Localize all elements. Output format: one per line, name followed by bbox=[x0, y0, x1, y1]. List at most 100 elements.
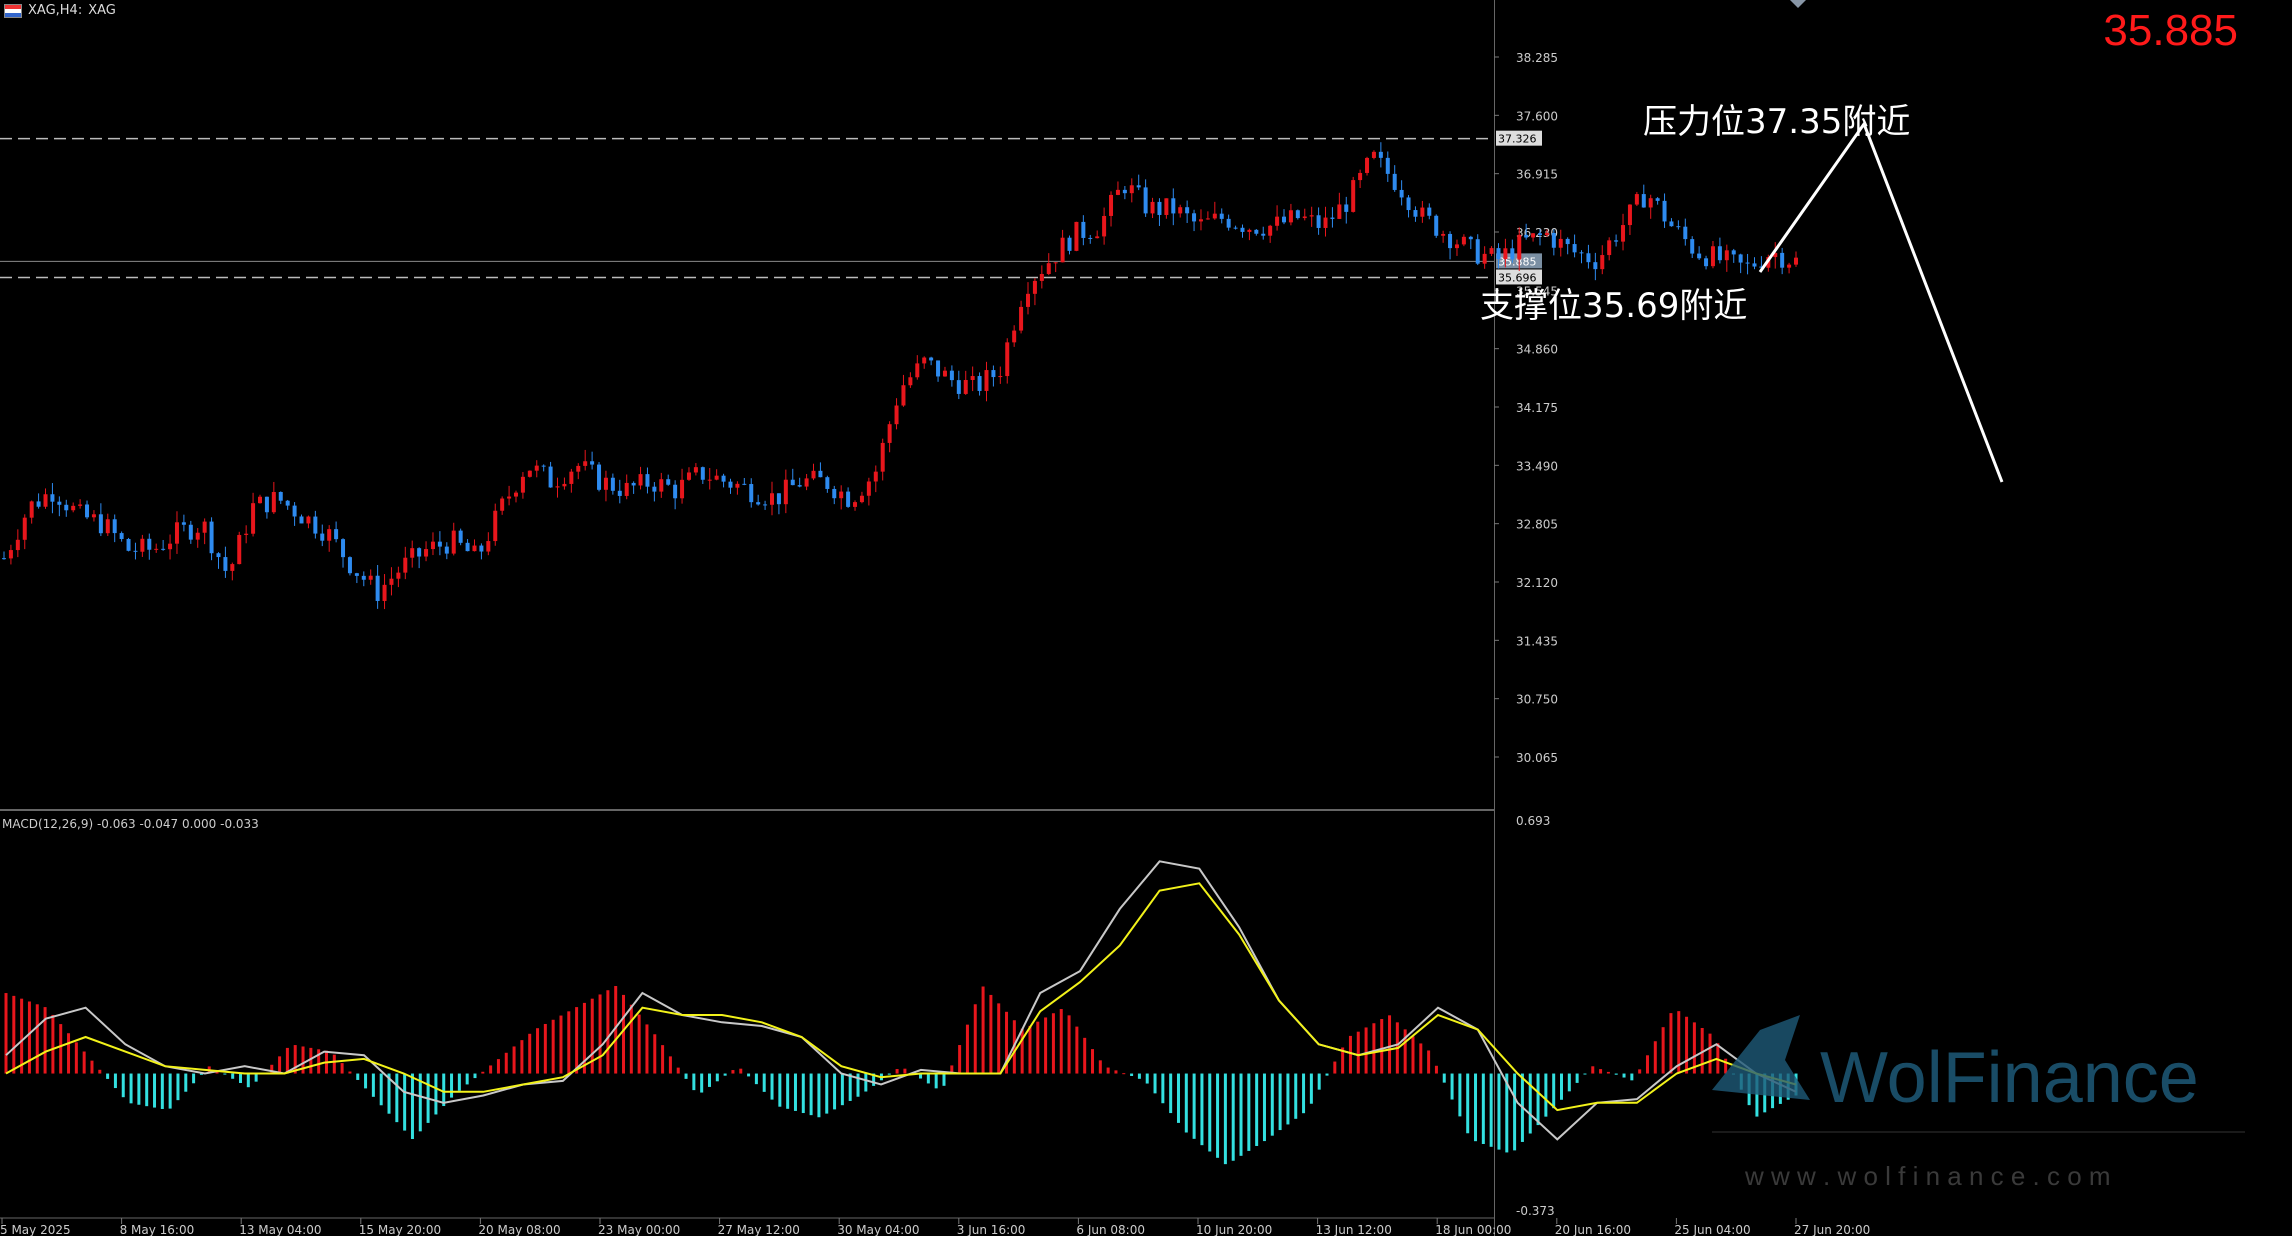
shift-marker-icon[interactable] bbox=[1790, 0, 1806, 8]
candle-body bbox=[29, 501, 34, 518]
macd-hist-bar bbox=[489, 1065, 493, 1074]
candle-body bbox=[749, 484, 754, 503]
candle-body bbox=[1579, 252, 1584, 254]
macd-hist-bar bbox=[1364, 1027, 1368, 1074]
y-tick-label: 32.805 bbox=[1516, 518, 1558, 532]
macd-hist-bar bbox=[27, 1001, 31, 1074]
macd-hist-bar bbox=[293, 1045, 297, 1074]
macd-hist-bar bbox=[278, 1056, 282, 1074]
macd-hist-bar bbox=[668, 1056, 672, 1074]
macd-hist-bar bbox=[1036, 1021, 1040, 1074]
x-tick-label: 25 Jun 04:00 bbox=[1674, 1223, 1750, 1236]
candle-body bbox=[1095, 236, 1100, 239]
macd-hist-bar bbox=[1333, 1061, 1337, 1074]
macd-hist-bar bbox=[1419, 1043, 1423, 1074]
candle-body bbox=[1275, 216, 1280, 226]
candle-body bbox=[327, 529, 332, 541]
y-tick-label: 37.600 bbox=[1516, 109, 1558, 123]
candle-body bbox=[223, 557, 228, 571]
candle-body bbox=[354, 573, 359, 576]
macd-hist-bar bbox=[1638, 1069, 1642, 1074]
candle-body bbox=[721, 475, 726, 482]
macd-hist-bar bbox=[1231, 1073, 1235, 1161]
candle-body bbox=[873, 471, 878, 482]
macd-hist-bar bbox=[1567, 1073, 1571, 1092]
candle-body bbox=[479, 545, 484, 552]
macd-hist-bar bbox=[1083, 1037, 1087, 1074]
candle-body bbox=[126, 538, 131, 551]
candle-body bbox=[1468, 236, 1473, 240]
macd-hist-bar bbox=[1239, 1073, 1243, 1156]
y-tick-label: 32.120 bbox=[1516, 576, 1558, 590]
candle-body bbox=[901, 385, 906, 406]
resistance-tag-bg bbox=[1496, 130, 1542, 146]
candle-body bbox=[306, 516, 311, 524]
candle-body bbox=[756, 502, 761, 505]
macd-hist-bar bbox=[1247, 1073, 1251, 1151]
macd-hist-bar bbox=[1309, 1073, 1313, 1104]
candle-body bbox=[942, 370, 947, 377]
candle-body bbox=[818, 470, 823, 478]
macd-hist-bar bbox=[934, 1073, 938, 1089]
macd-hist-bar bbox=[160, 1073, 164, 1109]
macd-hist-bar bbox=[981, 986, 985, 1074]
candle-body bbox=[1662, 200, 1667, 222]
candle-body bbox=[361, 575, 366, 580]
macd-hist-bar bbox=[395, 1073, 399, 1123]
macd-hist-bar bbox=[1403, 1029, 1407, 1074]
macd-hist-bar bbox=[113, 1073, 117, 1089]
y-tick-label: 30.065 bbox=[1516, 751, 1558, 765]
macd-hist-bar bbox=[12, 995, 16, 1074]
candle-body bbox=[617, 490, 622, 496]
macd-hist-bar bbox=[1075, 1026, 1079, 1074]
macd-hist-bar bbox=[1372, 1023, 1376, 1074]
x-tick-label: 23 May 00:00 bbox=[598, 1223, 680, 1236]
macd-hist-bar bbox=[1427, 1050, 1431, 1074]
macd-hist-bar bbox=[559, 1015, 563, 1074]
candle-body bbox=[1019, 306, 1024, 331]
candle-body bbox=[22, 517, 27, 540]
y-tick-label: 33.490 bbox=[1516, 459, 1558, 473]
candle-body bbox=[1531, 233, 1536, 238]
macd-hist-bar bbox=[67, 1033, 71, 1074]
macd-hist-bar bbox=[543, 1023, 547, 1074]
candle-body bbox=[908, 377, 913, 386]
candle-body bbox=[853, 502, 858, 507]
candle-body bbox=[1538, 233, 1542, 236]
candle-body bbox=[1406, 197, 1411, 211]
macd-hist-bar bbox=[1544, 1073, 1548, 1117]
candle-body bbox=[1192, 213, 1197, 222]
macd-hist-bar bbox=[895, 1069, 899, 1074]
macd-hist-bar bbox=[1223, 1073, 1227, 1165]
candle-body bbox=[1012, 330, 1017, 343]
macd-hist-bar bbox=[153, 1073, 157, 1108]
macd-hist-bar bbox=[965, 1024, 969, 1074]
candle-body bbox=[887, 424, 892, 443]
macd-hist-bar bbox=[106, 1073, 110, 1079]
candle-body bbox=[1143, 187, 1148, 214]
candle-body bbox=[320, 533, 325, 541]
candle-body bbox=[1441, 233, 1446, 236]
macd-hist-bar bbox=[1020, 1028, 1024, 1074]
candle-body bbox=[105, 519, 110, 534]
candle-body bbox=[603, 477, 608, 490]
candle-body bbox=[548, 466, 553, 488]
macd-hist-bar bbox=[1489, 1073, 1493, 1147]
candle-body bbox=[1648, 198, 1653, 208]
macd-hist-bar bbox=[754, 1073, 758, 1085]
candle-body bbox=[963, 379, 968, 394]
candle-body bbox=[735, 483, 740, 488]
candle-body bbox=[970, 376, 975, 380]
macd-hist-bar bbox=[1630, 1073, 1634, 1081]
macd-hist-bar bbox=[1442, 1073, 1446, 1083]
candle-body bbox=[1524, 234, 1529, 238]
macd-hist-bar bbox=[379, 1073, 383, 1106]
candle-body bbox=[673, 484, 678, 499]
candle-body bbox=[1586, 253, 1591, 263]
candle-body bbox=[1344, 204, 1349, 212]
macd-hist-bar bbox=[1466, 1073, 1470, 1134]
candle-body bbox=[161, 548, 166, 550]
candle-body bbox=[347, 557, 352, 574]
macd-axis-label: -0.373 bbox=[1516, 1204, 1555, 1218]
candle-body bbox=[230, 564, 235, 571]
